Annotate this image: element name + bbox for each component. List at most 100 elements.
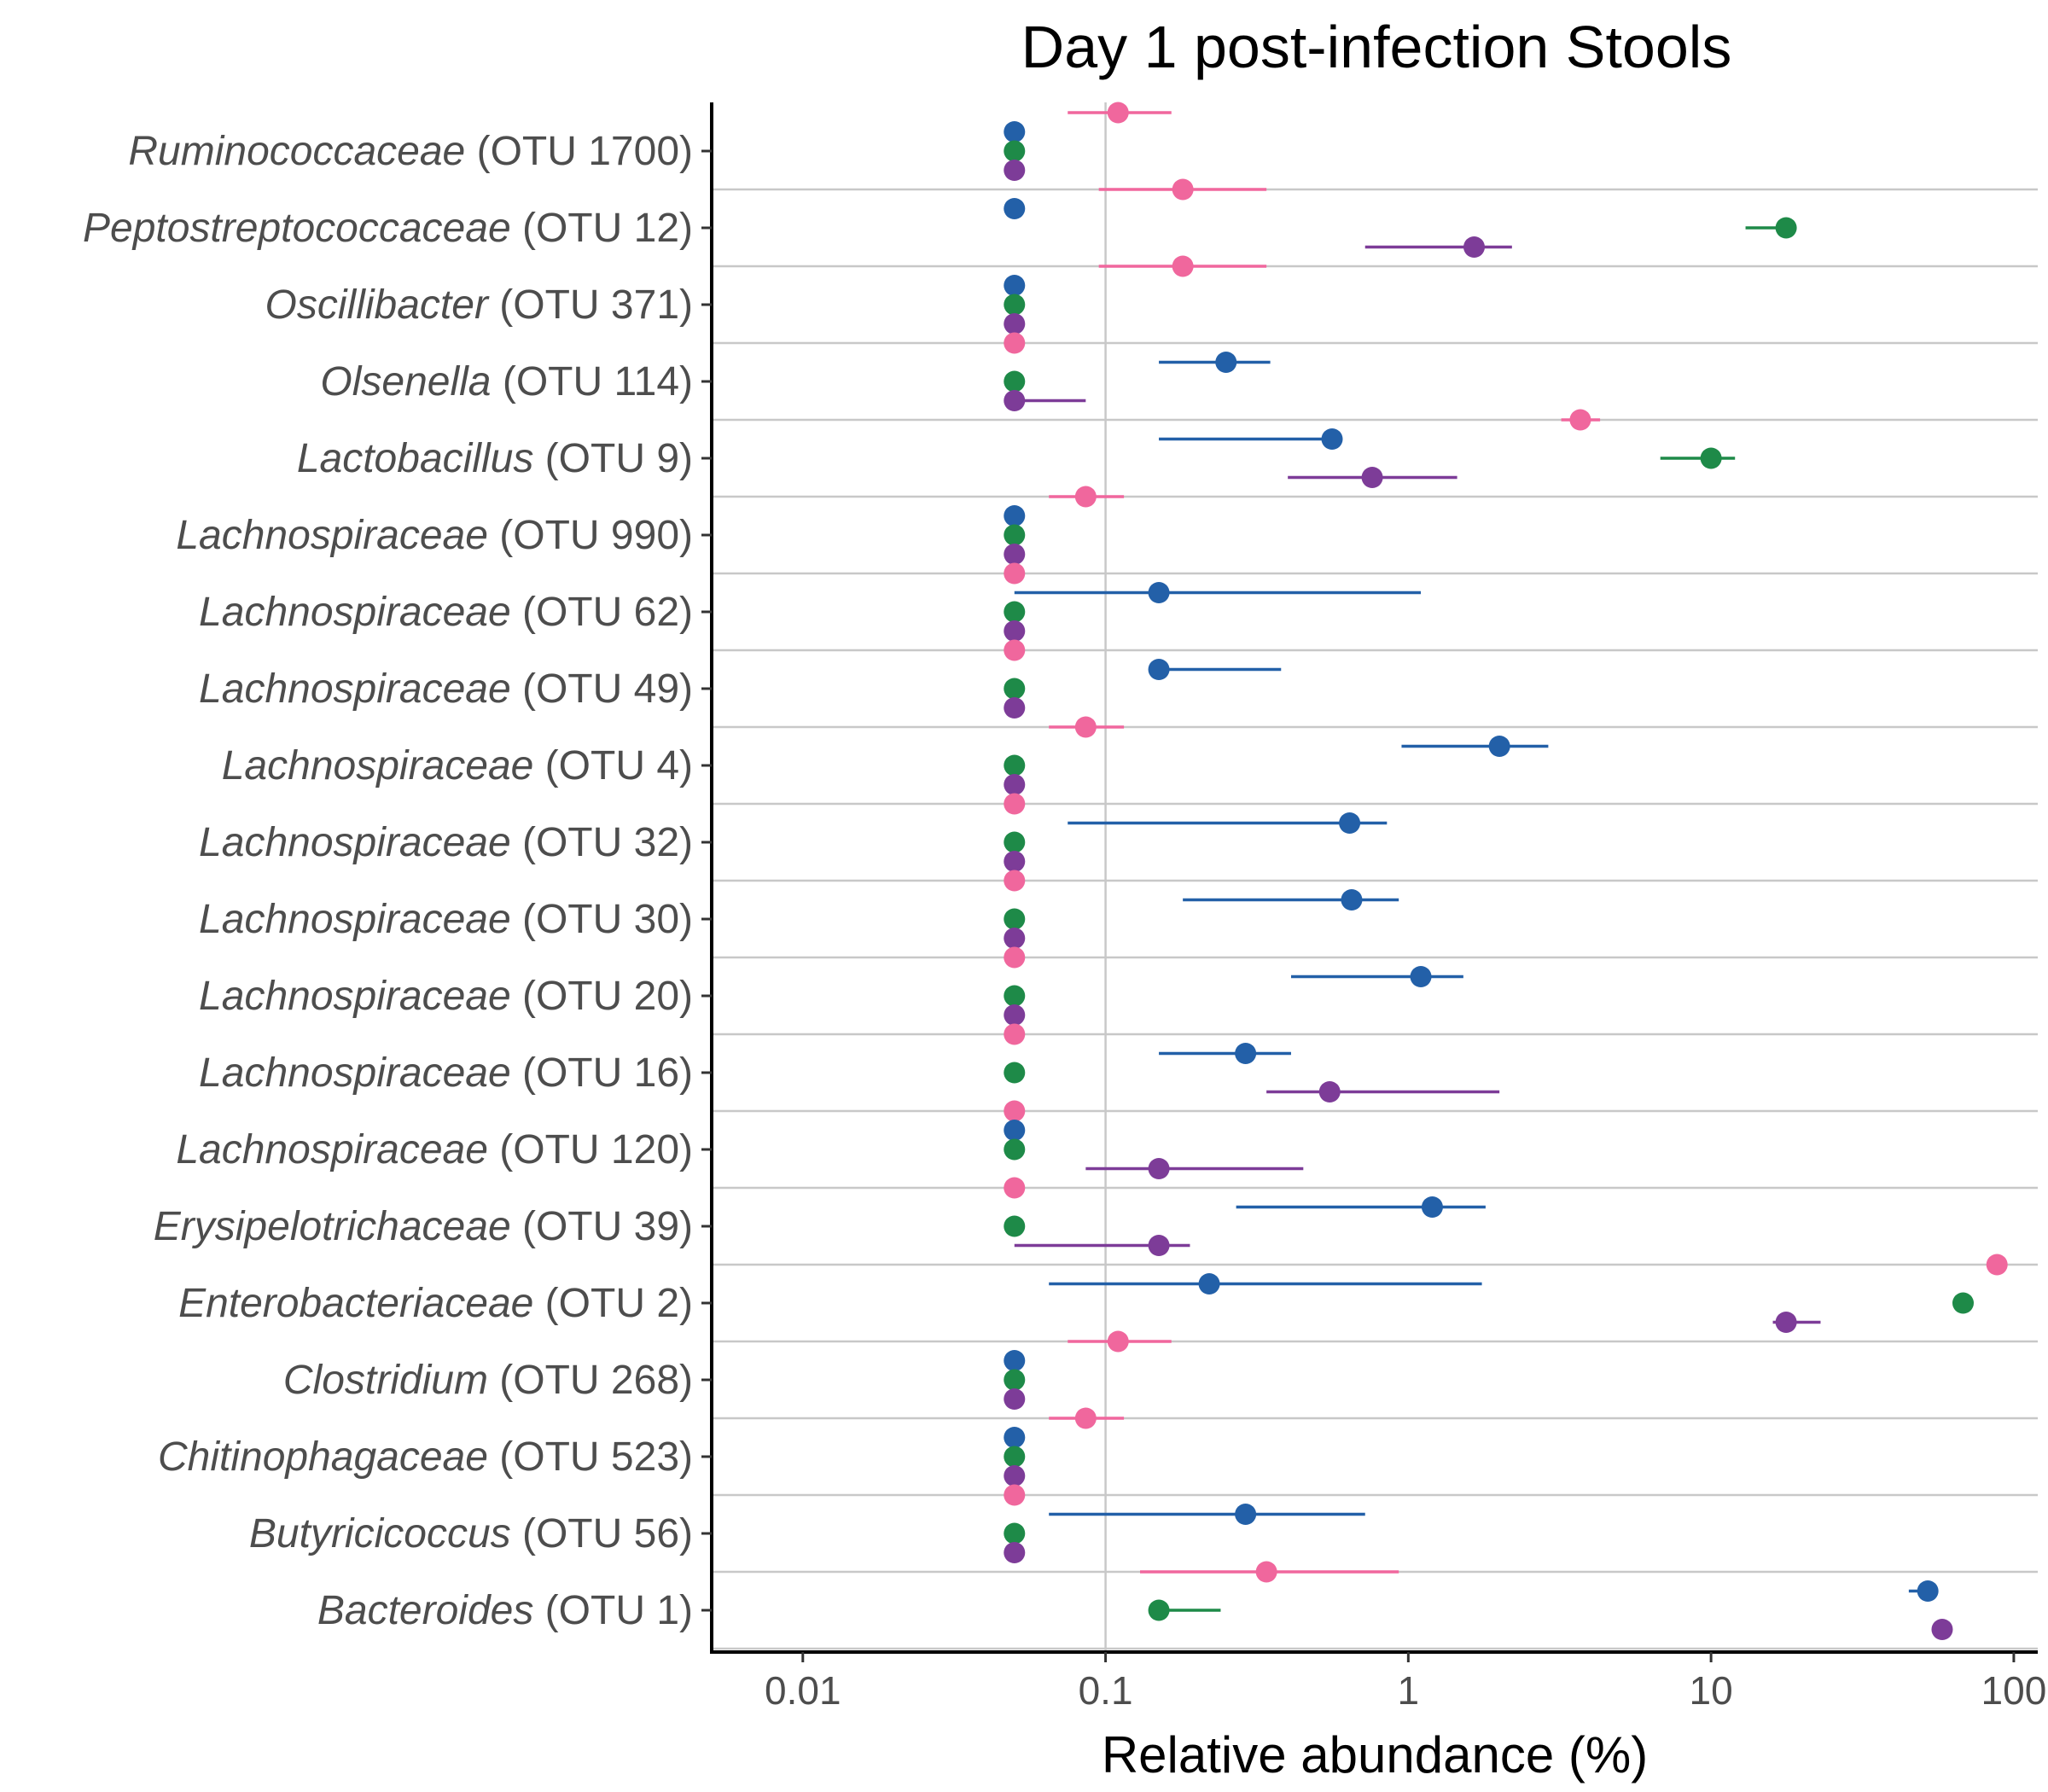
data-point-blue (1004, 1427, 1026, 1448)
otu-id: (OTU 990) (499, 513, 693, 558)
data-point-blue (1235, 1504, 1257, 1525)
data-point-purple (1148, 1235, 1170, 1256)
data-point-purple (1004, 544, 1026, 565)
taxon-name: Lachnospiraceae (199, 974, 522, 1019)
y-tick-label: Butyricicoccus (OTU 56) (249, 1511, 693, 1556)
data-point-green (1004, 140, 1026, 162)
data-point-blue (1339, 812, 1361, 834)
otu-id: (OTU 2) (545, 1281, 693, 1326)
otu-id: (OTU 9) (545, 436, 693, 481)
data-point-purple (1318, 1081, 1341, 1103)
x-tick-label: 100 (1981, 1668, 2047, 1713)
data-point-pink (1255, 1561, 1277, 1583)
y-tick-label: Erysipelotrichaceae (OTU 39) (154, 1204, 693, 1249)
data-point-green (1004, 1522, 1026, 1545)
otu-id: (OTU 268) (499, 1358, 693, 1403)
otu-id: (OTU 20) (522, 974, 693, 1019)
data-point-blue (1341, 889, 1363, 911)
x-axis-title: Relative abundance (%) (1102, 1726, 1648, 1783)
y-tick-label: Bacteroides (OTU 1) (317, 1588, 693, 1633)
y-tick-label: Lachnospiraceae (OTU 4) (222, 743, 693, 788)
data-point-pink (1107, 102, 1129, 124)
y-tick-label: Chitinophagaceae (OTU 523) (158, 1434, 693, 1480)
y-tick-label: Lachnospiraceae (OTU 32) (199, 820, 693, 865)
data-point-purple (1148, 1158, 1170, 1179)
data-point-pink (1004, 1023, 1026, 1045)
data-point-pink (1004, 870, 1026, 892)
data-point-blue (1421, 1196, 1443, 1218)
otu-id: (OTU 4) (545, 743, 693, 788)
data-point-purple (1004, 851, 1026, 872)
data-point-pink (1004, 793, 1026, 815)
data-point-purple (1004, 928, 1026, 949)
errorbar-layer (1014, 111, 1952, 1632)
y-tick-label: Lactobacillus (OTU 9) (297, 436, 693, 481)
x-tick-label: 0.01 (765, 1668, 841, 1713)
taxon-name: Lachnospiraceae (176, 1127, 499, 1172)
y-tick-label: Ruminococcaceae (OTU 1700) (128, 129, 693, 174)
data-point-blue (1004, 275, 1026, 296)
data-point-blue (1004, 121, 1026, 143)
data-point-green (1004, 754, 1026, 777)
data-point-pink (1172, 178, 1194, 201)
data-point-pink (1074, 716, 1097, 738)
data-point-green (1004, 370, 1026, 393)
data-point-blue (1215, 352, 1237, 373)
otu-id: (OTU 32) (522, 820, 693, 865)
data-point-blue (1004, 198, 1026, 219)
data-point-green (1004, 601, 1026, 623)
data-point-pink (1172, 255, 1194, 277)
data-point-blue (1198, 1273, 1220, 1295)
y-tick-label: Lachnospiraceae (OTU 49) (199, 666, 693, 712)
data-point-blue (1004, 1120, 1026, 1141)
data-point-pink (1004, 1100, 1026, 1122)
data-point-blue (1148, 659, 1170, 680)
data-point-green (1004, 831, 1026, 853)
data-point-purple (1004, 1004, 1026, 1026)
taxon-name: Lachnospiraceae (199, 1050, 522, 1096)
data-point-purple (1931, 1619, 1953, 1640)
taxon-name: Chitinophagaceae (158, 1434, 499, 1480)
data-point-pink (1074, 486, 1097, 508)
taxon-name: Lachnospiraceae (222, 743, 545, 788)
y-tick-label: Enterobacteriaceae (OTU 2) (178, 1281, 693, 1326)
data-point-pink (1004, 332, 1026, 354)
data-point-blue (1410, 966, 1432, 987)
otu-id: (OTU 1) (545, 1588, 693, 1633)
y-tick-layer: Ruminococcaceae (OTU 1700) Peptostreptoco… (83, 129, 712, 1633)
otu-id: (OTU 62) (522, 590, 693, 635)
data-point-green (1775, 217, 1797, 239)
point-layer (1004, 102, 2008, 1640)
taxon-name: Clostridium (283, 1358, 499, 1403)
data-point-green (1952, 1292, 1974, 1314)
data-point-pink (1004, 562, 1026, 585)
taxon-name: Olsenella (320, 359, 502, 404)
y-tick-label: Lachnospiraceae (OTU 990) (176, 513, 693, 558)
data-point-pink (1107, 1330, 1129, 1353)
data-point-green (1700, 447, 1722, 469)
y-tick-label: Oscillibacter (OTU 371) (265, 282, 693, 328)
taxon-name: Lachnospiraceae (199, 590, 522, 635)
data-point-purple (1004, 313, 1026, 335)
data-point-blue (1004, 1350, 1026, 1371)
data-point-pink (1004, 1177, 1026, 1199)
taxon-name: Erysipelotrichaceae (154, 1204, 522, 1249)
y-tick-label: Lachnospiraceae (OTU 16) (199, 1050, 693, 1096)
data-point-purple (1004, 620, 1026, 642)
otu-id: (OTU 56) (522, 1511, 693, 1556)
otu-id: (OTU 12) (522, 206, 693, 251)
taxon-name: Butyricicoccus (249, 1511, 522, 1556)
data-point-pink (1074, 1407, 1097, 1429)
taxon-name: Lachnospiraceae (199, 820, 522, 865)
data-point-purple (1004, 390, 1026, 411)
data-point-green (1004, 1215, 1026, 1237)
taxon-name: Oscillibacter (265, 282, 500, 328)
otu-id: (OTU 523) (499, 1434, 693, 1480)
y-tick-label: Peptostreptococcaceae (OTU 12) (83, 206, 693, 251)
data-point-purple (1004, 1388, 1026, 1410)
data-point-purple (1004, 160, 1026, 181)
data-point-pink (1004, 639, 1026, 661)
otu-id: (OTU 1700) (477, 129, 693, 174)
taxon-name: Lachnospiraceae (199, 666, 522, 712)
